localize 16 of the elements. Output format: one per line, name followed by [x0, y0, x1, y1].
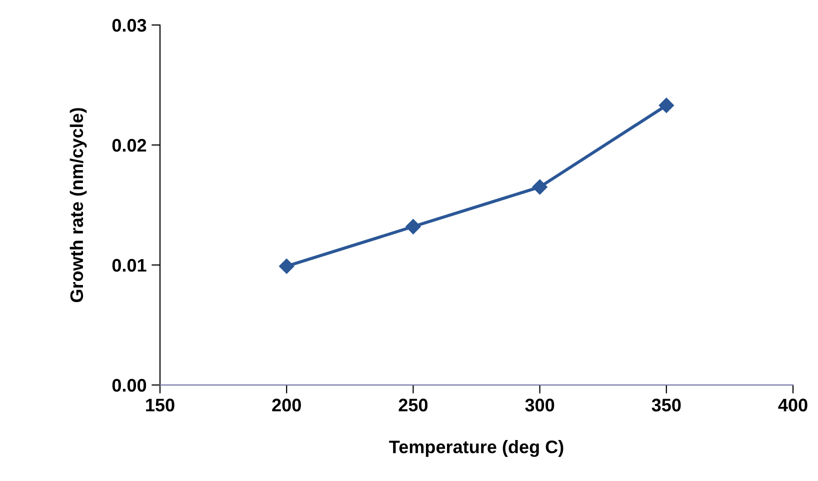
x-tick-label: 200 — [272, 398, 301, 412]
x-tick-label: 300 — [525, 398, 554, 412]
point — [658, 98, 674, 113]
x-tick-label: 250 — [398, 398, 428, 412]
point — [406, 219, 421, 234]
y-tick-label: 0.00 — [112, 378, 146, 392]
x-tick-label: 150 — [146, 398, 174, 412]
x-axis-title: Temperature (deg C) — [389, 440, 564, 457]
x-tick-label: 400 — [778, 398, 808, 412]
point — [279, 258, 294, 274]
y-tick-label: 0.02 — [112, 138, 146, 152]
x-tick-label: 350 — [652, 398, 681, 412]
point — [532, 179, 548, 195]
y-tick-label: 0.01 — [112, 258, 146, 272]
y-axis-title: Growth rate (nm/cycle) — [70, 108, 87, 302]
y-tick-label: 0.03 — [112, 18, 146, 32]
